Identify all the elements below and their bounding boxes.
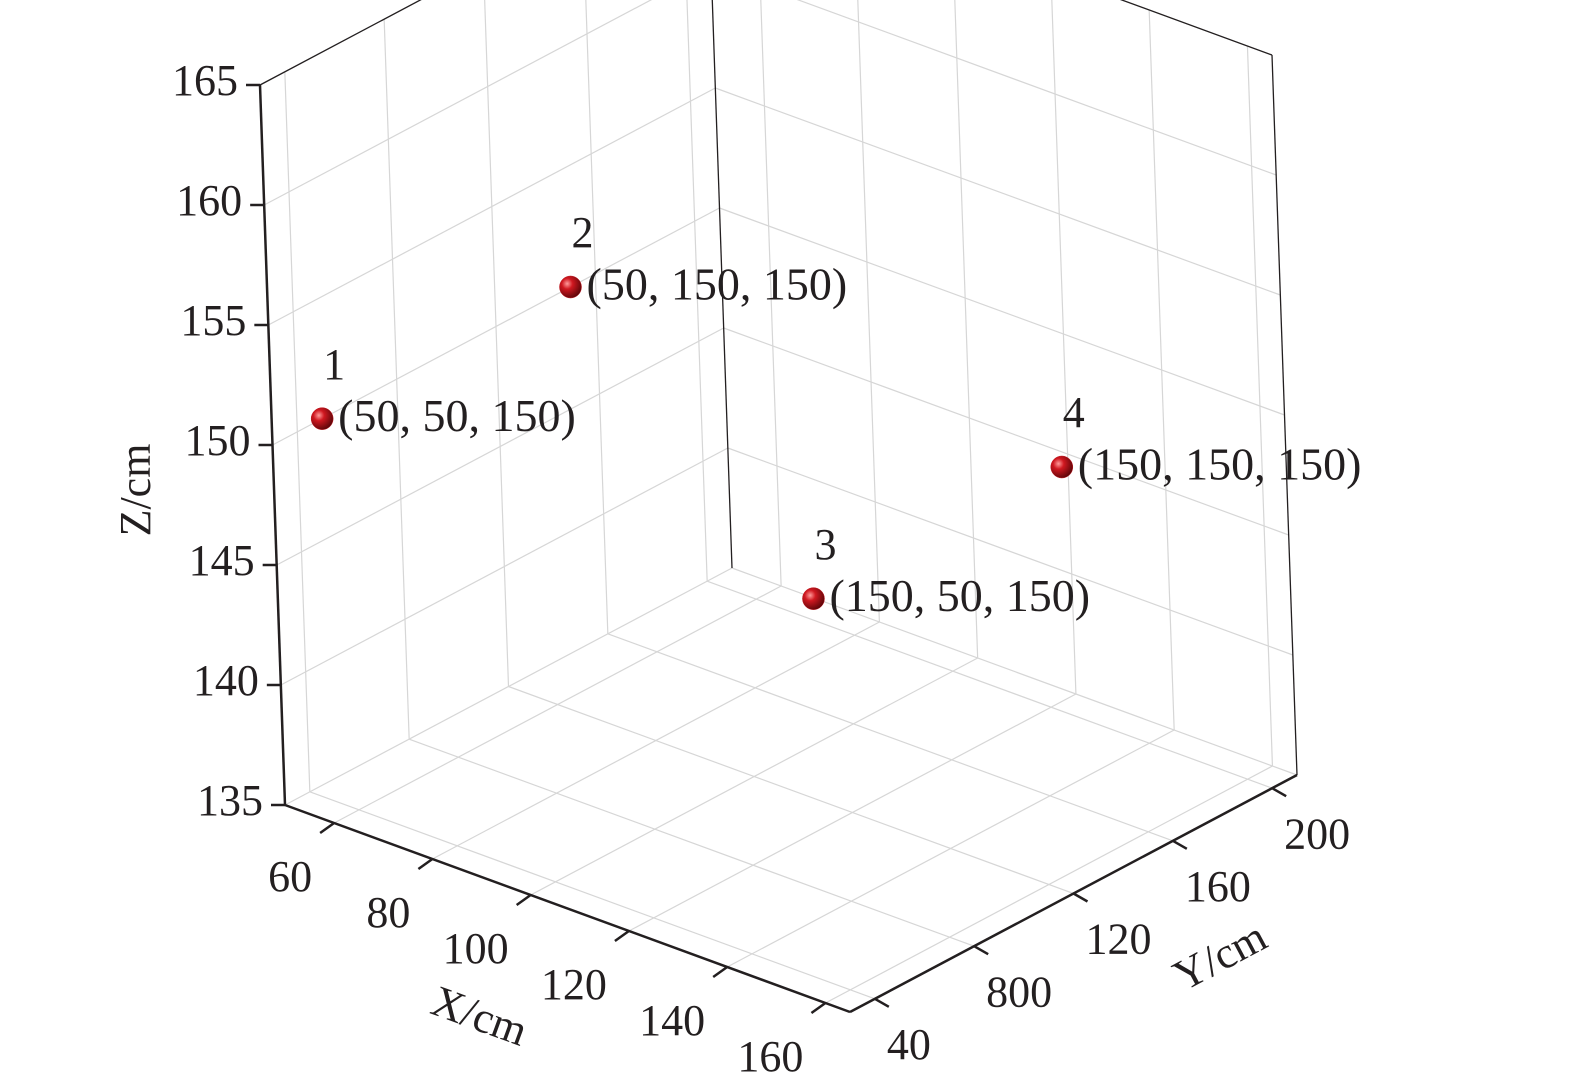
x-axis-title: X/cm bbox=[425, 976, 534, 1055]
point-label: (50, 50, 150) bbox=[338, 390, 576, 441]
x-tick bbox=[417, 857, 434, 871]
grid-line bbox=[585, 0, 609, 634]
y-axis-title: Y/cm bbox=[1165, 912, 1274, 1001]
grid-line bbox=[484, 0, 510, 687]
z-tick-label: 160 bbox=[176, 176, 242, 225]
point-number: 4 bbox=[1063, 388, 1085, 437]
z-tick-label: 155 bbox=[180, 296, 246, 345]
grid-line bbox=[857, 0, 880, 623]
grid-line bbox=[408, 738, 975, 947]
grid-line bbox=[276, 327, 724, 566]
x-tick-label: 60 bbox=[268, 852, 312, 901]
x-tick-label: 160 bbox=[737, 1032, 803, 1081]
point-number: 2 bbox=[572, 208, 594, 257]
y-tick bbox=[1271, 787, 1287, 798]
grid-line bbox=[706, 580, 1273, 789]
grid-line bbox=[607, 633, 1174, 842]
y-tick bbox=[1072, 892, 1089, 903]
data-point bbox=[559, 275, 582, 299]
grid-line bbox=[309, 791, 876, 1000]
point-number: 1 bbox=[323, 340, 345, 389]
grid-line bbox=[719, 207, 1285, 416]
x-tick-label: 100 bbox=[443, 924, 509, 973]
point-label: (50, 150, 150) bbox=[587, 259, 848, 310]
box-edge bbox=[1271, 54, 1298, 776]
z-tick-label: 140 bbox=[193, 656, 259, 705]
grid-line bbox=[954, 0, 979, 659]
point-label: (150, 150, 150) bbox=[1078, 439, 1362, 490]
x-tick bbox=[810, 1001, 827, 1015]
x-tick-label: 120 bbox=[541, 960, 607, 1009]
y-tick bbox=[874, 997, 890, 1008]
grid-line bbox=[263, 0, 653, 206]
y-tick-label: 160 bbox=[1185, 862, 1251, 911]
grid-line bbox=[1120, 0, 1273, 56]
y-tick-label: 200 bbox=[1284, 809, 1350, 858]
y-tick bbox=[973, 945, 989, 956]
data-point bbox=[310, 407, 334, 430]
point-number: 3 bbox=[814, 520, 836, 569]
y-tick bbox=[1172, 839, 1188, 850]
z-tick-label: 135 bbox=[197, 776, 263, 825]
z-tick-label: 145 bbox=[189, 536, 255, 585]
x-axis bbox=[284, 803, 851, 1014]
z-axis-title: Z/cm bbox=[111, 444, 160, 537]
grid-line bbox=[731, 567, 1298, 776]
grid-line bbox=[280, 447, 729, 686]
x-tick-label: 140 bbox=[639, 996, 705, 1045]
x-tick bbox=[712, 965, 728, 979]
box-edge bbox=[711, 0, 733, 569]
grid-line bbox=[723, 327, 1289, 536]
x-tick bbox=[614, 929, 630, 943]
grid-line bbox=[284, 567, 733, 806]
grid-line bbox=[508, 685, 1074, 895]
z-tick-label: 165 bbox=[172, 56, 238, 105]
grid-line bbox=[259, 0, 422, 86]
grid-line bbox=[272, 207, 720, 446]
y-tick-label: 40 bbox=[887, 1020, 931, 1069]
x-tick-label: 80 bbox=[366, 888, 410, 937]
data-point bbox=[1050, 455, 1074, 479]
grid-line bbox=[727, 447, 1294, 656]
x-tick bbox=[319, 821, 335, 835]
y-tick-label: 120 bbox=[1086, 915, 1152, 964]
point-label: (150, 50, 150) bbox=[829, 570, 1090, 621]
grid-line bbox=[796, 0, 1277, 176]
box-edge bbox=[259, 0, 422, 86]
grid-line bbox=[715, 87, 1281, 296]
z-tick-label: 150 bbox=[185, 416, 251, 465]
data-point bbox=[802, 587, 825, 610]
y-tick-label: 800 bbox=[986, 967, 1052, 1016]
box-edge bbox=[1119, 0, 1273, 56]
grid-line bbox=[268, 87, 716, 326]
x-tick bbox=[515, 893, 532, 907]
